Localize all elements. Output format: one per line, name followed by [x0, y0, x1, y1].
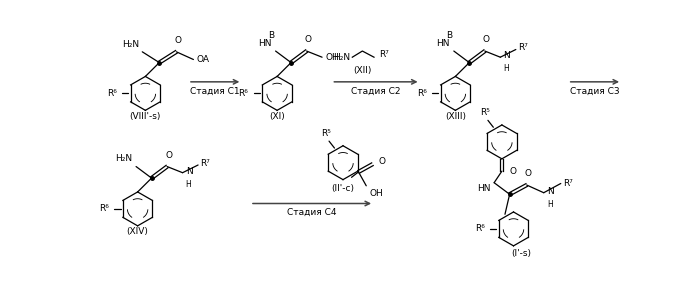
- Text: OH: OH: [369, 189, 383, 198]
- Text: B: B: [446, 31, 452, 40]
- Text: R⁶: R⁶: [475, 225, 485, 233]
- Text: R⁷: R⁷: [378, 50, 389, 59]
- Text: Стадия C2: Стадия C2: [351, 87, 401, 96]
- Text: O: O: [510, 167, 517, 176]
- Text: (I'-s): (I'-s): [511, 249, 531, 258]
- Text: O: O: [525, 169, 532, 178]
- Text: R⁶: R⁶: [239, 89, 248, 98]
- Text: R⁶: R⁶: [417, 89, 426, 98]
- Text: (XIV): (XIV): [127, 228, 149, 236]
- Text: R⁵: R⁵: [480, 108, 490, 117]
- Text: Стадия C4: Стадия C4: [288, 208, 336, 217]
- Text: (XI): (XI): [269, 112, 285, 121]
- Text: O: O: [483, 35, 490, 44]
- Text: O: O: [378, 157, 386, 166]
- Text: O: O: [174, 36, 181, 45]
- Text: R⁶: R⁶: [107, 89, 117, 98]
- Text: R⁷: R⁷: [563, 179, 573, 188]
- Text: (XIII): (XIII): [445, 112, 466, 121]
- Text: (VIII'-s): (VIII'-s): [130, 112, 161, 121]
- Text: H₂N: H₂N: [115, 154, 132, 163]
- Text: Стадия C3: Стадия C3: [570, 87, 620, 96]
- Text: Стадия C1: Стадия C1: [191, 87, 240, 96]
- Text: (XII): (XII): [353, 67, 371, 75]
- Text: H: H: [503, 64, 509, 73]
- Text: OH: OH: [325, 53, 339, 62]
- Text: N: N: [547, 187, 554, 196]
- Text: R⁷: R⁷: [518, 43, 528, 53]
- Text: H: H: [186, 180, 191, 189]
- Text: HN: HN: [436, 39, 450, 48]
- Text: O: O: [165, 151, 172, 159]
- Text: N: N: [186, 167, 193, 176]
- Text: HN: HN: [477, 184, 491, 193]
- Text: R⁶: R⁶: [99, 204, 109, 213]
- Text: (II'-c): (II'-c): [332, 184, 355, 193]
- Text: R⁷: R⁷: [200, 159, 210, 168]
- Text: H₂N: H₂N: [334, 53, 351, 62]
- Text: H₂N: H₂N: [122, 40, 139, 49]
- Text: HN: HN: [258, 39, 272, 48]
- Text: N: N: [503, 51, 510, 60]
- Text: R⁵: R⁵: [321, 129, 331, 138]
- Text: O: O: [304, 35, 311, 44]
- Text: H: H: [547, 200, 553, 209]
- Text: OA: OA: [197, 55, 209, 64]
- Text: B: B: [268, 31, 274, 40]
